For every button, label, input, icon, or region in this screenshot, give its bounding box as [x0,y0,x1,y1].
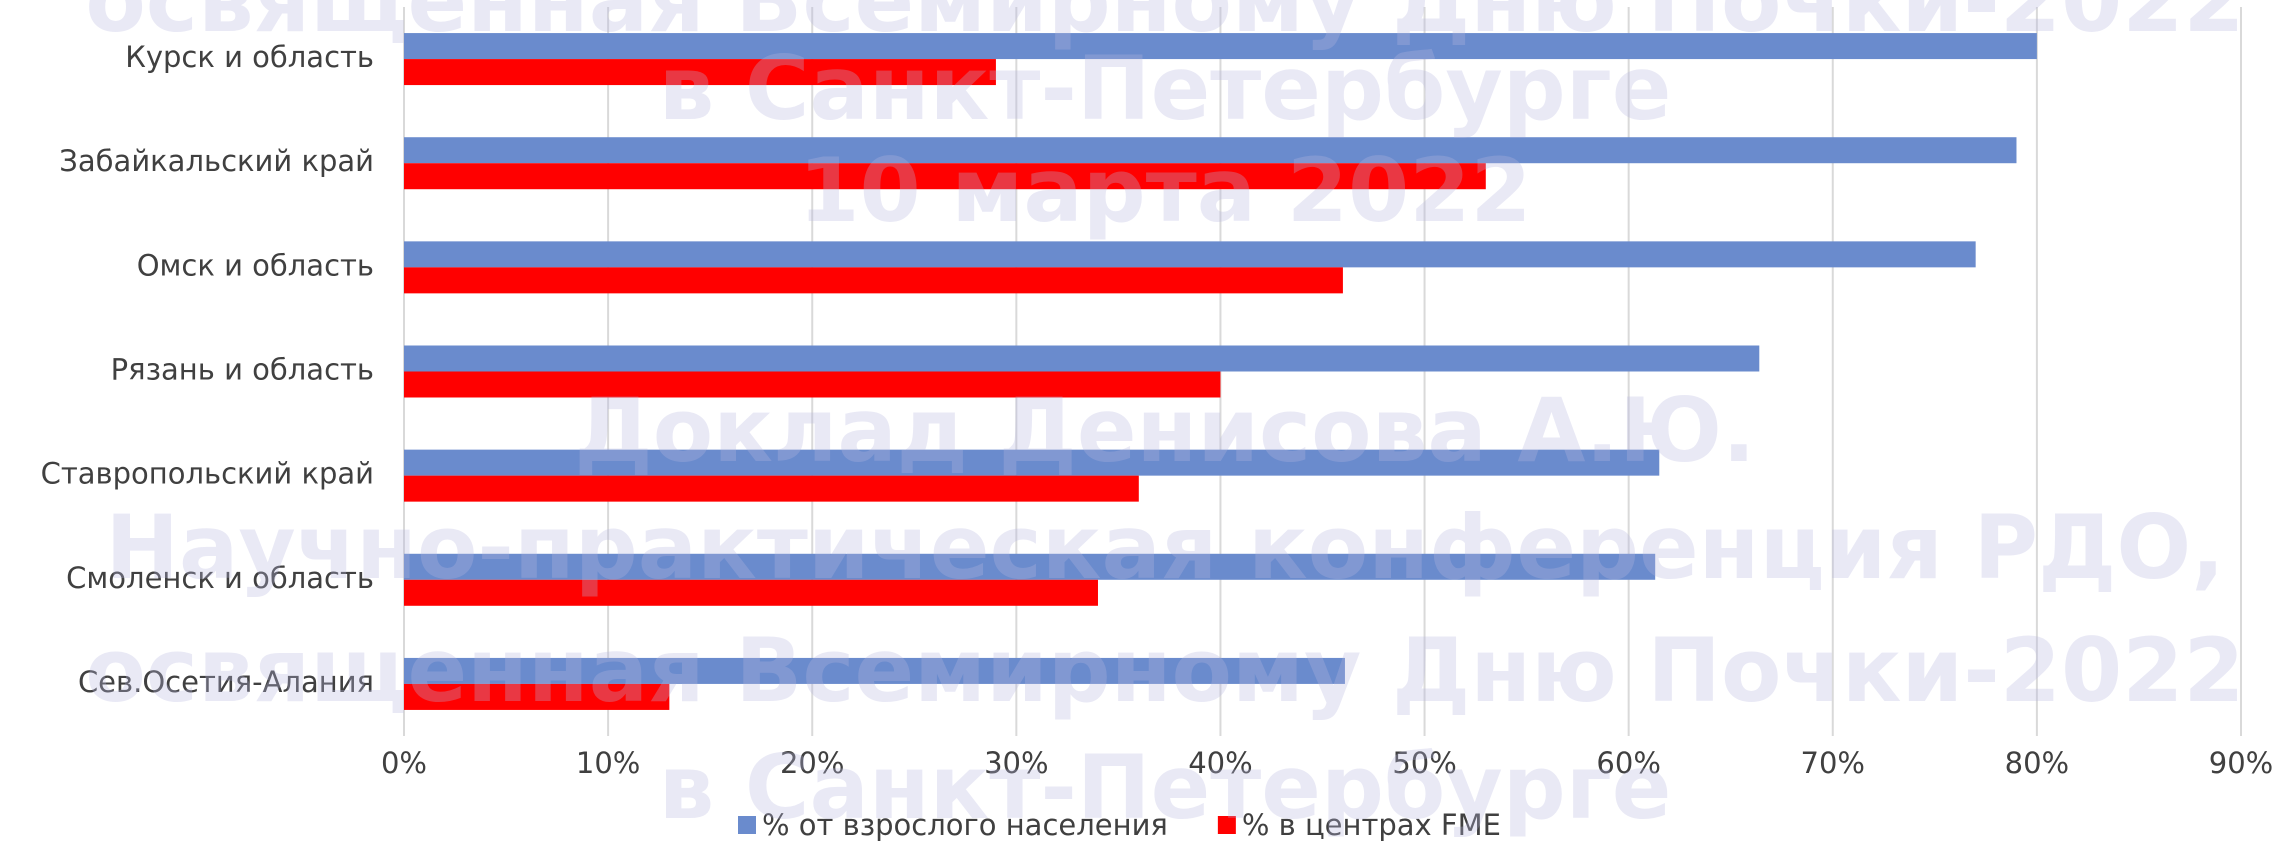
bar [404,59,996,86]
y-tick-label: Смоленск и область [66,561,374,595]
y-tick-label: Рязань и область [111,353,374,387]
legend-swatch [1217,816,1236,834]
bar [404,267,1343,294]
x-tick-label: 50% [1392,746,1456,780]
x-tick-label: 80% [2005,746,2069,780]
legend-label: % от взрослого населения [762,808,1168,842]
bar [404,345,1760,372]
y-tick-label: Забайкальский край [59,144,374,178]
bar [404,163,1486,190]
x-tick-label: 60% [1596,746,1660,780]
y-tick-label: Ставропольский край [41,457,374,491]
x-tick-label: 10% [576,746,640,780]
y-tick-label: Курск и область [125,40,374,74]
bar [404,657,1345,684]
x-tick-label: 20% [780,746,844,780]
bar [404,475,1139,502]
x-tick-label: 70% [1801,746,1865,780]
y-tick-label: Омск и область [137,248,374,282]
x-tick-label: 90% [2209,746,2273,780]
x-tick-label: 40% [1188,746,1252,780]
x-tick-label: 30% [984,746,1048,780]
bar [404,553,1656,580]
bar [404,241,1976,268]
bar [404,683,670,710]
bar [404,137,2017,164]
bar [404,579,1098,606]
y-tick-label: Сев.Осетия-Алания [78,665,374,699]
legend-label: % в центрах FME [1242,808,1501,842]
legend-swatch [738,816,756,834]
bar [404,33,2037,60]
bar [404,449,1660,476]
x-tick-label: 0% [381,746,427,780]
bar [404,371,1221,398]
